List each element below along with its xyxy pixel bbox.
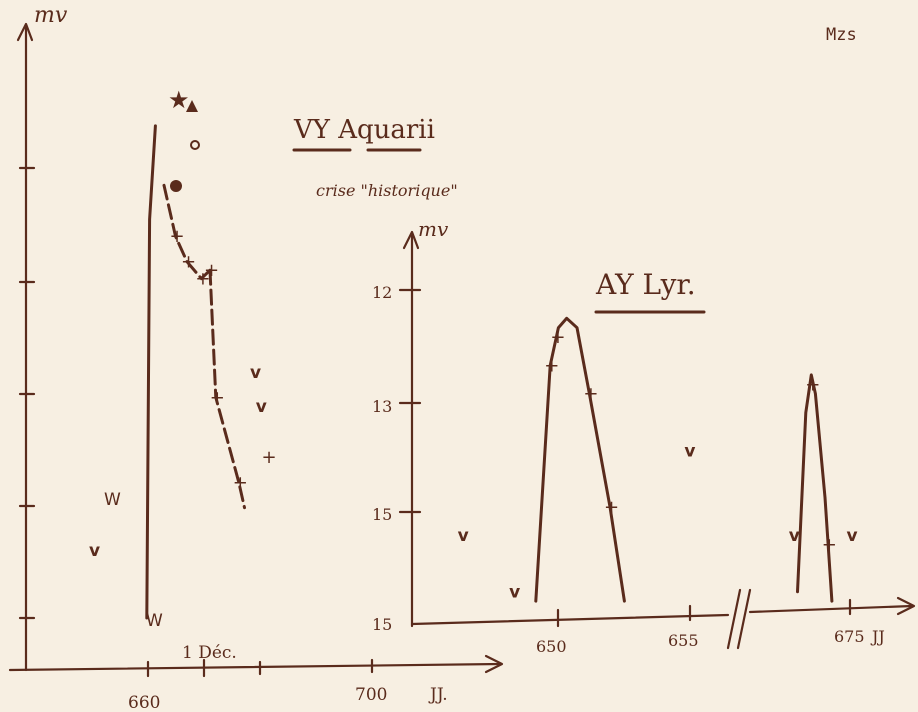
series-line-1-0	[534, 316, 626, 603]
vyaqr-filled-point	[170, 180, 182, 192]
corner-text: Mzs	[826, 25, 857, 45]
aylyr-y-axis-arrow	[402, 230, 420, 250]
upper-limit-v-point: v	[509, 583, 520, 603]
vyaqr-title: VY Aquarii	[293, 115, 435, 145]
aylyr-axes	[398, 230, 916, 650]
aylyr-xlabel: JJ	[870, 627, 885, 646]
vyaqr-open-point	[190, 140, 200, 150]
vyaqr-upper-arrow	[186, 100, 198, 112]
vyaqr-y-axis-arrow	[16, 22, 34, 42]
observation-plus-point: +	[805, 374, 820, 395]
series-line-1-1	[796, 373, 834, 603]
upper-limit-v-point: v	[789, 526, 800, 546]
vyaqr-x-axis	[8, 662, 502, 672]
aylyr-x-axis	[410, 613, 730, 626]
series-line-0-0	[145, 124, 157, 620]
observation-plus-point: +	[233, 472, 248, 493]
upper-limit-v-point: v	[458, 526, 469, 546]
vyaqr-x-axis-arrow	[484, 654, 504, 674]
observation-plus-point: +	[210, 387, 225, 408]
aylyr-x-tick-label-0: 650	[536, 637, 567, 656]
vyaqr-ylabel: mv	[34, 3, 68, 28]
observation-plus-point: +	[195, 269, 210, 290]
observation-plus-point: +	[604, 497, 619, 518]
observation-plus-point: +	[544, 355, 559, 376]
aylyr-y-tick-label-3: 15	[372, 615, 392, 634]
aylyr-axis-break	[726, 588, 742, 650]
aylyr-title: AY Lyr.	[595, 268, 696, 301]
upper-limit-v-point: v	[847, 526, 858, 546]
observation-plus-point: +	[262, 447, 277, 468]
aylyr-x-axis-right	[748, 604, 914, 614]
observation-plus-point: +	[583, 384, 598, 405]
observation-plus-point: +	[181, 252, 196, 273]
observation-plus-point: +	[170, 226, 185, 247]
upper-limit-v-point: v	[250, 363, 261, 383]
observation-plus-point: +	[822, 535, 837, 556]
vyaqr-subtitle: crise "historique"	[316, 181, 458, 200]
vyaqr-axes	[8, 22, 504, 678]
aylyr-x-tick-label-1: 655	[668, 631, 699, 650]
observation-plus-point: +	[550, 327, 565, 348]
aylyr-y-tick-label-0: 12	[372, 283, 392, 302]
upper-limit-v-point: v	[89, 541, 100, 561]
vyaqr-xlabel: JJ.	[428, 685, 448, 705]
aylyr-ylabel: mv	[418, 217, 449, 241]
aylyr-x-tick-label-2: 675	[834, 627, 865, 646]
series-line-0-1	[162, 183, 212, 281]
vyaqr-peak-star-marker: ★	[168, 86, 190, 114]
vyaqr-x-tick-label-0: 660	[128, 693, 160, 712]
vyaqr-annotation-date: 1 Déc.	[182, 643, 237, 663]
aylyr-axis-break	[736, 588, 752, 650]
upper-limit-v-point: v	[684, 441, 695, 461]
vyaqr-x-tick-label-1: 700	[355, 685, 387, 705]
aylyr-x-axis-arrow	[896, 596, 916, 616]
aylyr-y-tick-label-1: 13	[372, 397, 392, 416]
vyaqr-w-mark: W	[104, 490, 121, 510]
observation-plus-point: +	[204, 260, 219, 281]
upper-limit-v-point: v	[256, 397, 267, 417]
aylyr-y-tick-label-2: 15	[372, 505, 392, 524]
series-line-0-2	[208, 268, 246, 510]
vyaqr-w-mark: W	[146, 611, 163, 631]
